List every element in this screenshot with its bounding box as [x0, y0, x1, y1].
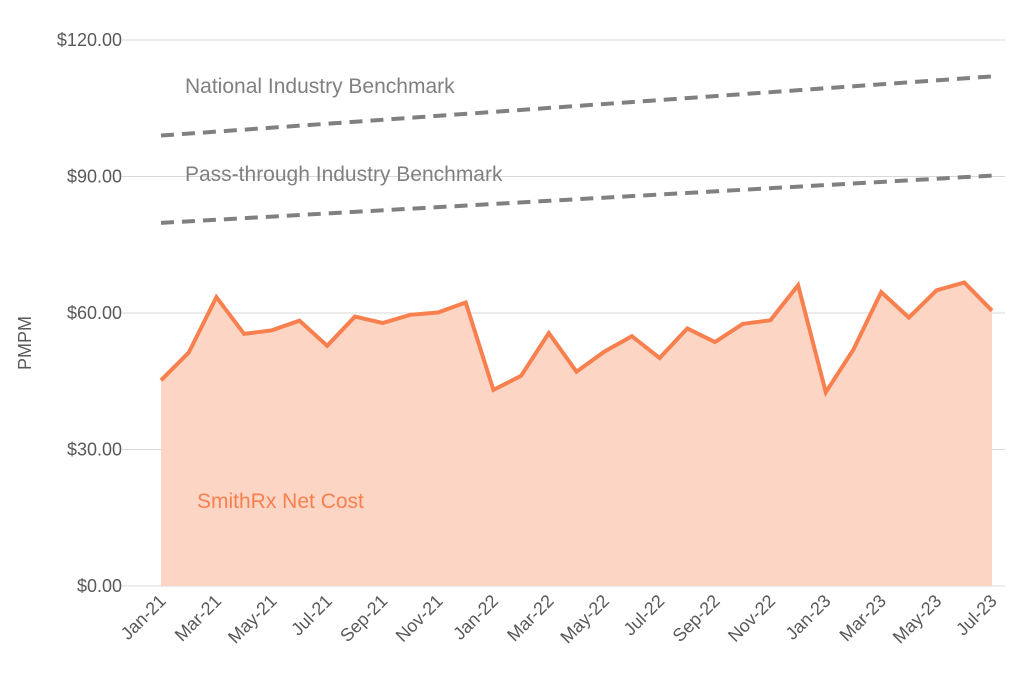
x-tick-label: Jan-21 [117, 591, 170, 644]
x-tick-label: Mar-23 [836, 591, 890, 645]
x-tick-label: Jul-22 [620, 591, 669, 640]
y-axis-tick-labels: $0.00 $30.00 $60.00 $90.00 $120.00 [57, 30, 122, 596]
x-tick-label: Nov-21 [392, 591, 447, 646]
net-cost-area-layer [159, 280, 994, 586]
x-tick-label: Jul-23 [952, 591, 1001, 640]
y-tick-label: $120.00 [57, 30, 122, 50]
pass-through-benchmark-label: Pass-through Industry Benchmark [185, 163, 503, 186]
net-cost-area [161, 282, 992, 586]
x-tick-label: May-23 [889, 591, 946, 648]
y-axis-title: PMPM [15, 316, 35, 370]
y-tick-label: $90.00 [67, 167, 122, 187]
y-tick-label: $60.00 [67, 303, 122, 323]
y-tick-label: $0.00 [77, 576, 122, 596]
x-tick-label: Mar-22 [503, 591, 557, 645]
x-tick-label: Mar-21 [171, 591, 225, 645]
pass-through-benchmark-line [160, 173, 993, 225]
x-tick-label: Sep-21 [336, 591, 391, 646]
national-benchmark-line [160, 74, 993, 138]
y-tick-label: $30.00 [67, 440, 122, 460]
benchmark-lines-layer [160, 74, 993, 225]
net-cost-label: SmithRx Net Cost [197, 490, 364, 513]
x-tick-label: Jul-21 [287, 591, 336, 640]
x-tick-label: May-21 [224, 591, 281, 648]
national-benchmark-label: National Industry Benchmark [185, 75, 455, 98]
x-tick-label: Jan-23 [782, 591, 835, 644]
x-tick-label: Nov-22 [724, 591, 779, 646]
x-tick-label: Sep-22 [669, 591, 724, 646]
x-tick-label: May-22 [556, 591, 613, 648]
x-tick-label: Jan-22 [449, 591, 502, 644]
